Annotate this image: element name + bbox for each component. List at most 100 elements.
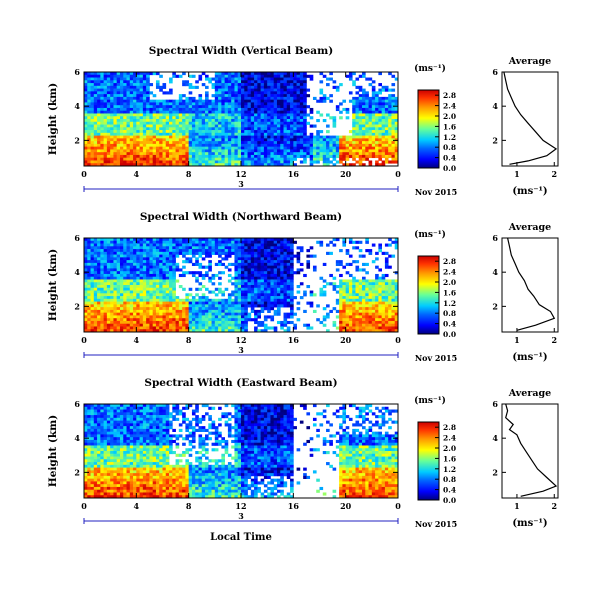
heatmap-cell [273,124,278,128]
heatmap-cell [358,113,363,117]
heatmap-cell [355,113,360,117]
heatmap-cell [123,246,127,250]
heatmap-cell [270,102,275,106]
heatmap-cell [270,282,275,286]
heatmap-cell [106,127,111,131]
heatmap-cell [211,315,216,319]
heatmap-cell [231,107,235,112]
heatmap-cell [97,262,101,266]
heatmap-cell [384,146,389,150]
heatmap-cell [110,119,114,123]
heatmap-cell [234,254,239,258]
heatmap-cell [136,152,140,156]
heatmap-cell [309,254,314,258]
heatmap-cell [352,312,356,316]
heatmap-cell [97,323,101,327]
heatmap-cell [231,143,235,147]
heatmap-cell [175,315,180,319]
heatmap-cell [352,127,356,131]
heatmap-cell [384,121,389,125]
heatmap-cell [113,96,118,100]
heatmap-cell [290,273,294,278]
heatmap-cell [97,240,101,244]
heatmap-cell [205,323,209,327]
heatmap-cell [159,121,163,125]
heatmap-cell [286,152,291,156]
heatmap-cell [93,271,98,275]
heatmap-cell [201,296,206,300]
heatmap-cell [257,130,261,134]
heatmap-cell [273,296,278,300]
heatmap-cell [113,282,118,286]
heatmap-cell [201,326,206,330]
heatmap-cell [296,74,301,78]
heatmap-cell [241,298,245,302]
heatmap-cell [87,257,91,261]
heatmap-cell [286,254,291,258]
heatmap-cell [241,105,245,109]
heatmap-cell [280,113,284,117]
heatmap-cell [84,265,88,269]
heatmap-cell [365,102,369,106]
heatmap-cell [352,157,356,161]
heatmap-cell [319,113,324,117]
heatmap-cell [352,119,356,123]
heatmap-cell [267,260,271,264]
heatmap-cell [185,130,190,134]
heatmap-cell [97,113,101,117]
heatmap-cell [211,152,216,156]
heatmap-cell [87,113,91,117]
heatmap-cell [257,88,261,92]
heatmap-cell [273,262,278,266]
heatmap-cell [218,121,222,125]
heatmap-cell [276,105,281,109]
heatmap-cell [263,254,268,258]
heatmap-cell [306,121,311,125]
heatmap-cell [368,107,373,112]
heatmap-cell [208,318,212,322]
heatmap-cell [316,240,320,244]
heatmap-cell [152,138,157,142]
heatmap-cell [133,107,137,112]
heatmap-cell [339,320,343,325]
heatmap-cell [110,149,114,153]
heatmap-cell [155,143,160,147]
heatmap-cell [283,127,288,131]
heatmap-cell [247,102,252,106]
heatmap-cell [152,246,157,250]
heatmap-cell [182,251,186,255]
heatmap-cell [162,307,167,311]
heatmap-cell [172,276,176,280]
heatmap-cell [290,124,294,128]
heatmap-cell [286,320,291,325]
heatmap-cell [368,132,373,136]
heatmap-cell [250,251,255,255]
heatmap-cell [283,110,288,114]
heatmap-cell [358,130,363,134]
heatmap-cell [159,102,163,106]
heatmap-cell [299,268,304,272]
heatmap-cell [335,105,340,109]
heatmap-cell [149,141,154,145]
heatmap-cell [237,85,242,89]
heatmap-cell [234,298,239,302]
heatmap-cell [276,240,281,244]
heatmap-cell [254,154,258,159]
heatmap-cell [322,315,327,319]
heatmap-cell [234,251,239,255]
heatmap-cell [110,141,114,145]
heatmap-cell [201,276,206,280]
heatmap-cell [211,329,216,333]
heatmap-cell [169,262,173,266]
heatmap-cell [201,124,206,128]
heatmap-cell [159,320,163,325]
heatmap-cell [254,279,258,283]
heatmap-cell [306,301,311,305]
heatmap-cell [178,121,183,125]
heatmap-cell [133,326,137,330]
heatmap-cell [185,257,190,261]
heatmap-cell [299,154,304,159]
heatmap-cell [198,326,203,330]
heatmap-cell [93,83,98,87]
heatmap-cell [97,238,101,242]
